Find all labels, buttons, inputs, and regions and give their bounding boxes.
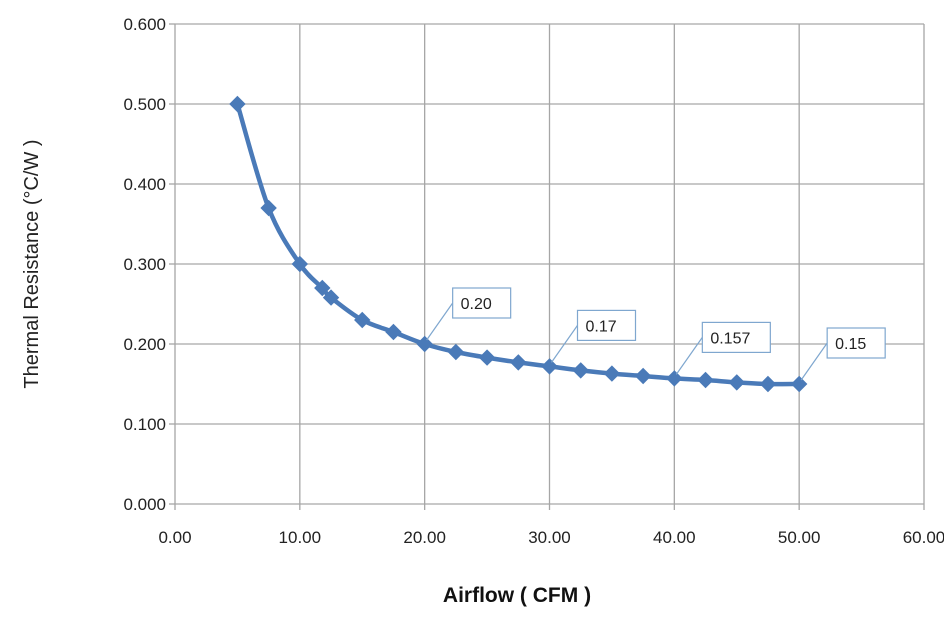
data-point-marker	[728, 374, 745, 391]
data-point-marker	[603, 365, 621, 382]
annotation-leader	[675, 337, 703, 375]
y-tick-label: 0.000	[123, 495, 166, 514]
x-tick-label: 40.00	[653, 528, 696, 547]
series-layer	[229, 95, 808, 393]
x-tick-label: 50.00	[778, 528, 821, 547]
data-point-marker	[634, 367, 652, 385]
x-tick-label: 10.00	[279, 528, 322, 547]
y-tick-label: 0.600	[123, 15, 166, 34]
data-point-marker	[447, 343, 465, 361]
annotation-box	[576, 309, 637, 341]
data-point-marker	[416, 335, 433, 353]
annotation-box	[701, 321, 771, 353]
data-point-marker	[541, 358, 558, 375]
annotation-label: 0.17	[586, 318, 617, 335]
annotation-box	[452, 287, 512, 319]
annotation-label: 0.20	[461, 296, 492, 313]
data-point-marker	[322, 289, 340, 306]
data-point-marker	[354, 311, 371, 329]
data-point-marker	[291, 255, 309, 273]
x-tick-label: 60.00	[903, 528, 944, 547]
data-point-marker	[666, 370, 683, 387]
x-axis-title: Airflow ( CFM )	[443, 584, 591, 607]
data-point-marker	[260, 199, 277, 217]
y-tick-label: 0.400	[123, 175, 166, 194]
annotation-label: 0.15	[835, 336, 866, 353]
data-point-marker	[314, 279, 331, 297]
y-axis-title: Thermal Resistance (°C/W )	[21, 139, 43, 388]
x-tick-label: 30.00	[528, 528, 571, 547]
data-point-marker	[229, 95, 246, 113]
y-tick-label: 0.100	[123, 415, 166, 434]
annotation-box	[826, 327, 886, 359]
gridlines	[169, 23, 925, 510]
data-point-marker	[572, 362, 589, 379]
tick-labels: 0.00 10.00 20.00 30.00 40.00 50.00 60.00 0.000 0…	[123, 15, 944, 547]
data-point-marker	[759, 375, 777, 393]
annotation-leader	[551, 325, 578, 363]
x-tick-label: 0.00	[158, 528, 191, 547]
annotation-label: 0.157	[710, 330, 750, 347]
y-tick-label: 0.300	[123, 255, 166, 274]
data-point-marker	[385, 323, 402, 341]
data-point-marker	[478, 349, 496, 366]
y-tick-label: 0.500	[123, 95, 166, 114]
y-tick-label: 0.200	[123, 335, 166, 354]
data-point-marker	[790, 375, 808, 393]
annotations: 0.20 0.17 0.157 0.15	[426, 287, 886, 381]
data-point-marker	[697, 371, 714, 389]
data-point-marker	[510, 354, 527, 371]
annotation-leader	[426, 302, 454, 341]
x-tick-label: 20.00	[403, 528, 446, 547]
annotation-leader	[800, 342, 828, 381]
